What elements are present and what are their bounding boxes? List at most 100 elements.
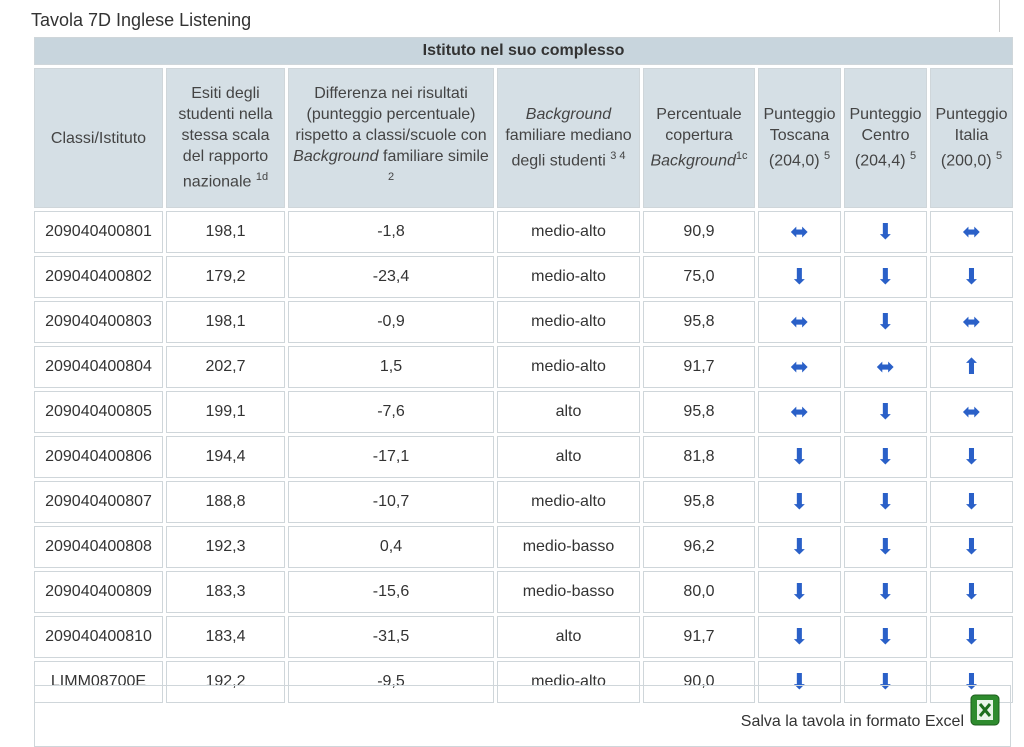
- table-cell: 80,0: [643, 571, 755, 613]
- table-row: 209040400805 199,1 -7,6 alto 95,8 ⬌ ⬇ ⬌: [34, 391, 1014, 433]
- table-cell: 209040400808: [34, 526, 163, 568]
- table-cell: 95,8: [643, 391, 755, 433]
- table-row: 209040400810 183,4 -31,5 alto 91,7 ⬇ ⬇ ⬇: [34, 616, 1014, 658]
- table-cell: 183,4: [166, 616, 285, 658]
- table-row: 209040400806 194,4 -17,1 alto 81,8 ⬇ ⬇ ⬇: [34, 436, 1014, 478]
- table-cell: 192,3: [166, 526, 285, 568]
- trend-arrow: ⬇: [758, 256, 841, 298]
- header-text: Background: [293, 148, 379, 166]
- header-text: Punteggio Centro (204,4): [849, 106, 922, 170]
- divider: [999, 0, 1000, 32]
- column-header: Punteggio Italia (200,0) 5: [930, 68, 1014, 208]
- column-header: Punteggio Centro (204,4) 5: [844, 68, 927, 208]
- trend-arrow: ⬇: [844, 661, 927, 703]
- table-cell: 209040400805: [34, 391, 163, 433]
- table-cell: 91,7: [643, 346, 755, 388]
- table-row: 209040400809 183,3 -15,6 medio-basso 80,0 ⬇ ⬇ ⬇: [34, 571, 1014, 613]
- header-text: Background: [525, 106, 612, 124]
- table-cell: 209040400802: [34, 256, 163, 298]
- table-row: 209040400804 202,7 1,5 medio-alto 91,7 ⬌ ⬌ ⬆: [34, 346, 1014, 388]
- table-cell: -10,7: [288, 481, 494, 523]
- header-text: Background: [650, 152, 736, 170]
- table-cell: 209040400804: [34, 346, 163, 388]
- trend-arrow: ⬇: [844, 391, 927, 433]
- table-cell: 209040400801: [34, 211, 163, 253]
- trend-arrow: ⬇: [758, 526, 841, 568]
- table-cell: 179,2: [166, 256, 285, 298]
- group-header: Istituto nel suo complesso: [34, 37, 1014, 65]
- header-text: 5: [996, 150, 1003, 163]
- footer: Salva la tavola in formato Excel: [34, 685, 1011, 747]
- trend-arrow: ⬇: [758, 661, 841, 703]
- table-cell: medio-alto: [497, 481, 640, 523]
- table-cell: 90,9: [643, 211, 755, 253]
- table-cell: medio-basso: [497, 526, 640, 568]
- header-text: Classi/Istituto: [50, 129, 147, 147]
- trend-arrow: ⬌: [758, 346, 841, 388]
- trend-arrow: ⬇: [844, 481, 927, 523]
- table-cell: 209040400809: [34, 571, 163, 613]
- header-text: 5: [824, 150, 831, 163]
- trend-arrow: ⬇: [844, 526, 927, 568]
- table-cell: 209040400807: [34, 481, 163, 523]
- table-cell: 209040400806: [34, 436, 163, 478]
- table-cell: 198,1: [166, 211, 285, 253]
- trend-arrow: ⬇: [758, 616, 841, 658]
- header-text: familiare mediano degli studenti: [505, 127, 632, 170]
- trend-arrow: ⬇: [930, 526, 1014, 568]
- table-cell: medio-basso: [497, 571, 640, 613]
- table-cell: 192,2: [166, 661, 285, 703]
- table-row: 209040400803 198,1 -0,9 medio-alto 95,8 ⬌ ⬇ ⬌: [34, 301, 1014, 343]
- trend-arrow: ⬇: [930, 616, 1014, 658]
- table-cell: -15,6: [288, 571, 494, 613]
- header-text: Punteggio Toscana (204,0): [763, 106, 836, 170]
- trend-arrow: ⬇: [930, 661, 1014, 703]
- header-text: Esiti degli studenti nella stessa scala …: [178, 85, 273, 191]
- trend-arrow: ⬇: [844, 211, 927, 253]
- trend-arrow: ⬇: [930, 481, 1014, 523]
- excel-icon[interactable]: [970, 694, 1000, 726]
- table-cell: alto: [497, 436, 640, 478]
- header-text: Differenza nei risultati (punteggio perc…: [295, 85, 487, 145]
- trend-arrow: ⬇: [758, 436, 841, 478]
- table-cell: 209040400810: [34, 616, 163, 658]
- header-text: familiare simile: [378, 148, 489, 166]
- table-cell: 198,1: [166, 301, 285, 343]
- trend-arrow: ⬇: [844, 436, 927, 478]
- trend-arrow: ⬇: [844, 301, 927, 343]
- table-cell: medio-alto: [497, 211, 640, 253]
- table-row: 209040400808 192,3 0,4 medio-basso 96,2 ⬇ ⬇ ⬇: [34, 526, 1014, 568]
- table-cell: alto: [497, 616, 640, 658]
- table-cell: 81,8: [643, 436, 755, 478]
- excel-link[interactable]: Salva la tavola in formato Excel: [740, 713, 964, 730]
- header-text: Punteggio Italia (200,0): [935, 106, 1008, 170]
- header-text: 5: [910, 150, 917, 163]
- trend-arrow: ⬌: [930, 301, 1014, 343]
- trend-arrow: ⬌: [930, 211, 1014, 253]
- column-header: Punteggio Toscana (204,0) 5: [758, 68, 841, 208]
- table-cell: -7,6: [288, 391, 494, 433]
- table-cell: 90,0: [643, 661, 755, 703]
- table-cell: 194,4: [166, 436, 285, 478]
- table-cell: 95,8: [643, 301, 755, 343]
- trend-arrow: ⬇: [844, 256, 927, 298]
- table-cell: 199,1: [166, 391, 285, 433]
- table-cell: medio-alto: [497, 301, 640, 343]
- table-cell: 0,4: [288, 526, 494, 568]
- trend-arrow: ⬇: [930, 256, 1014, 298]
- trend-arrow: ⬇: [844, 571, 927, 613]
- table-cell: 91,7: [643, 616, 755, 658]
- table-cell: 1,5: [288, 346, 494, 388]
- trend-arrow: ⬌: [930, 391, 1014, 433]
- table-row: 209040400801 198,1 -1,8 medio-alto 90,9 ⬌ ⬇ ⬌: [34, 211, 1014, 253]
- table-cell: alto: [497, 391, 640, 433]
- column-header: Background familiare mediano degli stude…: [497, 68, 640, 208]
- table-cell: medio-alto: [497, 346, 640, 388]
- column-header: Classi/Istituto: [34, 68, 163, 208]
- table-cell: 96,2: [643, 526, 755, 568]
- table-cell: -23,4: [288, 256, 494, 298]
- table-cell: medio-alto: [497, 256, 640, 298]
- title: Tavola 7D Inglese Listening: [31, 10, 252, 30]
- header-text: 3 4: [610, 150, 626, 163]
